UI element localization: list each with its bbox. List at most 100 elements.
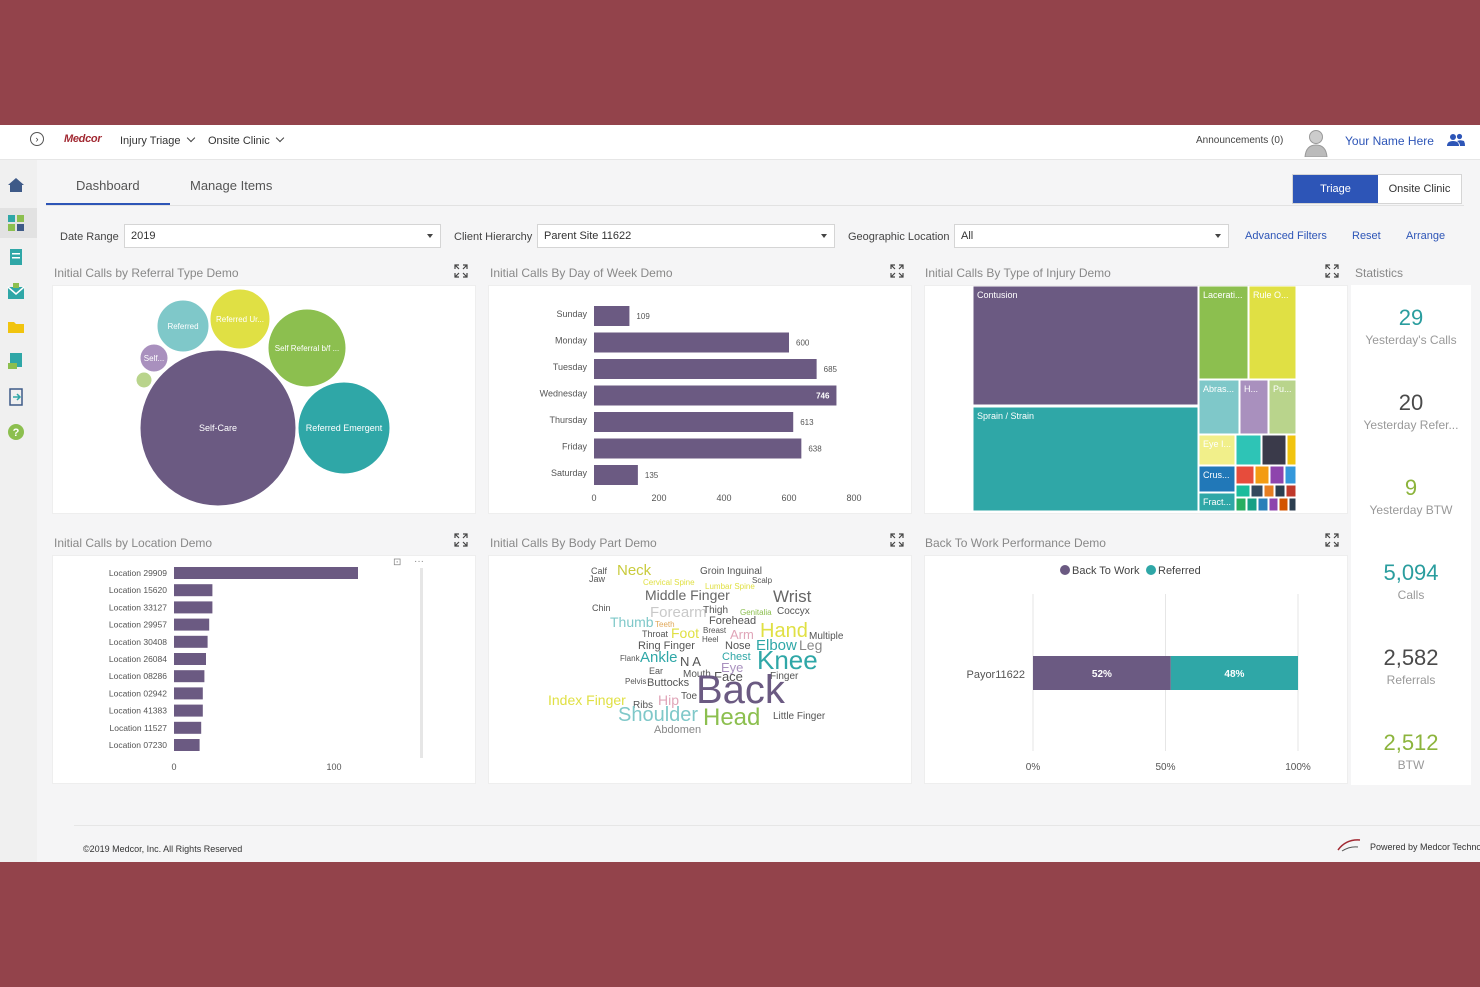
category-label: Location 26084 <box>109 654 167 664</box>
stat-value: 5,094 <box>1383 560 1439 585</box>
expand-icon[interactable] <box>454 264 468 278</box>
treemap-cell <box>1198 379 1240 435</box>
report-icon[interactable] <box>6 351 26 371</box>
word: Throat <box>642 629 669 639</box>
bubble-label: Referred Ur... <box>216 315 264 324</box>
tab-manage-items[interactable]: Manage Items <box>190 178 273 193</box>
expand-icon[interactable] <box>1325 264 1339 278</box>
bar <box>594 465 638 485</box>
treemap-cell <box>1263 484 1275 498</box>
onsite-clinic-button[interactable]: Onsite Clinic <box>1388 183 1451 195</box>
category-label: Location 30408 <box>109 637 167 647</box>
btw-panel: Back To Work Referred Payor11622 52% 48% 0% 50… <box>924 555 1348 784</box>
location-panel: ⊡ ··· Location 29909 Location 15620 Location… <box>52 555 476 784</box>
expand-icon[interactable] <box>454 533 468 547</box>
date-range-select[interactable]: 2019 <box>124 224 441 248</box>
tick-label: 0% <box>1026 762 1041 773</box>
category-label: Location 29957 <box>109 620 167 630</box>
word: Elbow <box>756 637 797 654</box>
word: Chin <box>592 603 611 613</box>
bar <box>594 438 802 459</box>
treemap-cell <box>1239 379 1269 435</box>
medcor-logo[interactable]: Medcor <box>64 133 102 145</box>
treemap-label: Contusion <box>977 290 1018 300</box>
word: Genitalia <box>740 608 772 617</box>
word: Ankle <box>640 649 678 666</box>
category-label: Location 11527 <box>109 723 167 733</box>
arrange-link[interactable]: Arrange <box>1406 230 1446 242</box>
word: Teeth <box>655 620 675 629</box>
powered-by: Powered by Medcor Technology <box>1370 842 1480 852</box>
word: Scalp <box>752 576 773 585</box>
word: Head <box>703 704 760 731</box>
bar <box>174 584 213 597</box>
treemap-cell <box>1198 285 1249 380</box>
word: Coccyx <box>777 606 810 617</box>
triage-button[interactable]: Triage <box>1293 175 1378 203</box>
category-label: Wednesday <box>540 389 588 399</box>
folder-icon[interactable] <box>6 317 26 337</box>
more-icon: ··· <box>414 556 424 567</box>
legend-label: Referred <box>1158 565 1201 577</box>
bubble <box>156 299 210 353</box>
referral-panel: Self-Care Referred Emergent Self Referral … <box>52 285 476 514</box>
document-icon[interactable] <box>6 247 26 267</box>
export-icon[interactable] <box>6 387 26 407</box>
day-of-week-panel: Sunday 109 Monday 600 Tuesday 685 Wednesday 746… <box>488 285 912 514</box>
word: Cervical Spine <box>643 578 695 587</box>
bar <box>594 385 837 406</box>
copyright: ©2019 Medcor, Inc. All Rights Reserved <box>83 844 243 854</box>
data-label: 109 <box>636 312 650 321</box>
word: N A <box>680 654 701 669</box>
help-icon[interactable]: ? <box>6 422 26 442</box>
treemap-cell <box>1278 497 1289 512</box>
advanced-filters-link[interactable]: Advanced Filters <box>1245 230 1327 242</box>
treemap-cell <box>1246 497 1258 512</box>
chevron-right-icon[interactable]: › <box>30 132 44 146</box>
word: Forehead <box>709 615 756 627</box>
tick-label: 600 <box>781 493 796 503</box>
expand-icon[interactable] <box>890 533 904 547</box>
expand-icon[interactable] <box>890 264 904 278</box>
nav-label: Onsite Clinic <box>208 135 270 147</box>
stat-value: 9 <box>1404 475 1418 500</box>
users-icon[interactable] <box>1447 133 1465 147</box>
stat-label: Yesterday BTW <box>1369 503 1453 517</box>
category-label: Location 33127 <box>109 602 167 612</box>
nav-injury-triage[interactable]: Injury Triage <box>120 133 195 147</box>
user-name[interactable]: Your Name Here <box>1345 134 1434 148</box>
nav-onsite-clinic[interactable]: Onsite Clinic <box>208 133 284 147</box>
tab-dashboard[interactable]: Dashboard <box>76 178 140 193</box>
category-label: Location 07230 <box>109 740 167 750</box>
treemap-label: Eye I... <box>1203 439 1231 449</box>
bar <box>174 635 208 648</box>
category-label: Location 41383 <box>109 706 167 716</box>
mail-icon[interactable] <box>6 282 26 302</box>
panel-title-referral: Initial Calls by Referral Type Demo <box>54 266 239 280</box>
word: Leg <box>799 637 822 653</box>
word: Flank <box>620 654 641 663</box>
word: Heel <box>702 635 719 644</box>
bar <box>174 618 210 631</box>
category-label: Location 29909 <box>109 568 167 578</box>
geo-location-label: Geographic Location <box>848 231 950 243</box>
home-icon[interactable] <box>6 175 26 195</box>
treemap-cell <box>1268 497 1279 512</box>
geo-location-select[interactable]: All <box>954 224 1229 248</box>
word: Jaw <box>589 574 606 584</box>
treemap-cell <box>1268 379 1297 435</box>
client-hierarchy-select[interactable]: Parent Site 11622 <box>537 224 835 248</box>
dashboard-icon[interactable] <box>6 213 26 233</box>
category-label: Location 15620 <box>109 585 167 595</box>
avatar[interactable] <box>1304 127 1328 157</box>
expand-icon[interactable] <box>1325 533 1339 547</box>
word: Knee <box>757 645 818 675</box>
word: Ribs <box>633 700 653 711</box>
treemap-cell <box>1235 497 1247 512</box>
reset-link[interactable]: Reset <box>1352 230 1381 242</box>
announcements-link[interactable]: Announcements (0) <box>1196 135 1284 146</box>
treemap-cell <box>1274 484 1286 498</box>
category-label: Sunday <box>556 309 587 319</box>
bar <box>594 306 630 326</box>
